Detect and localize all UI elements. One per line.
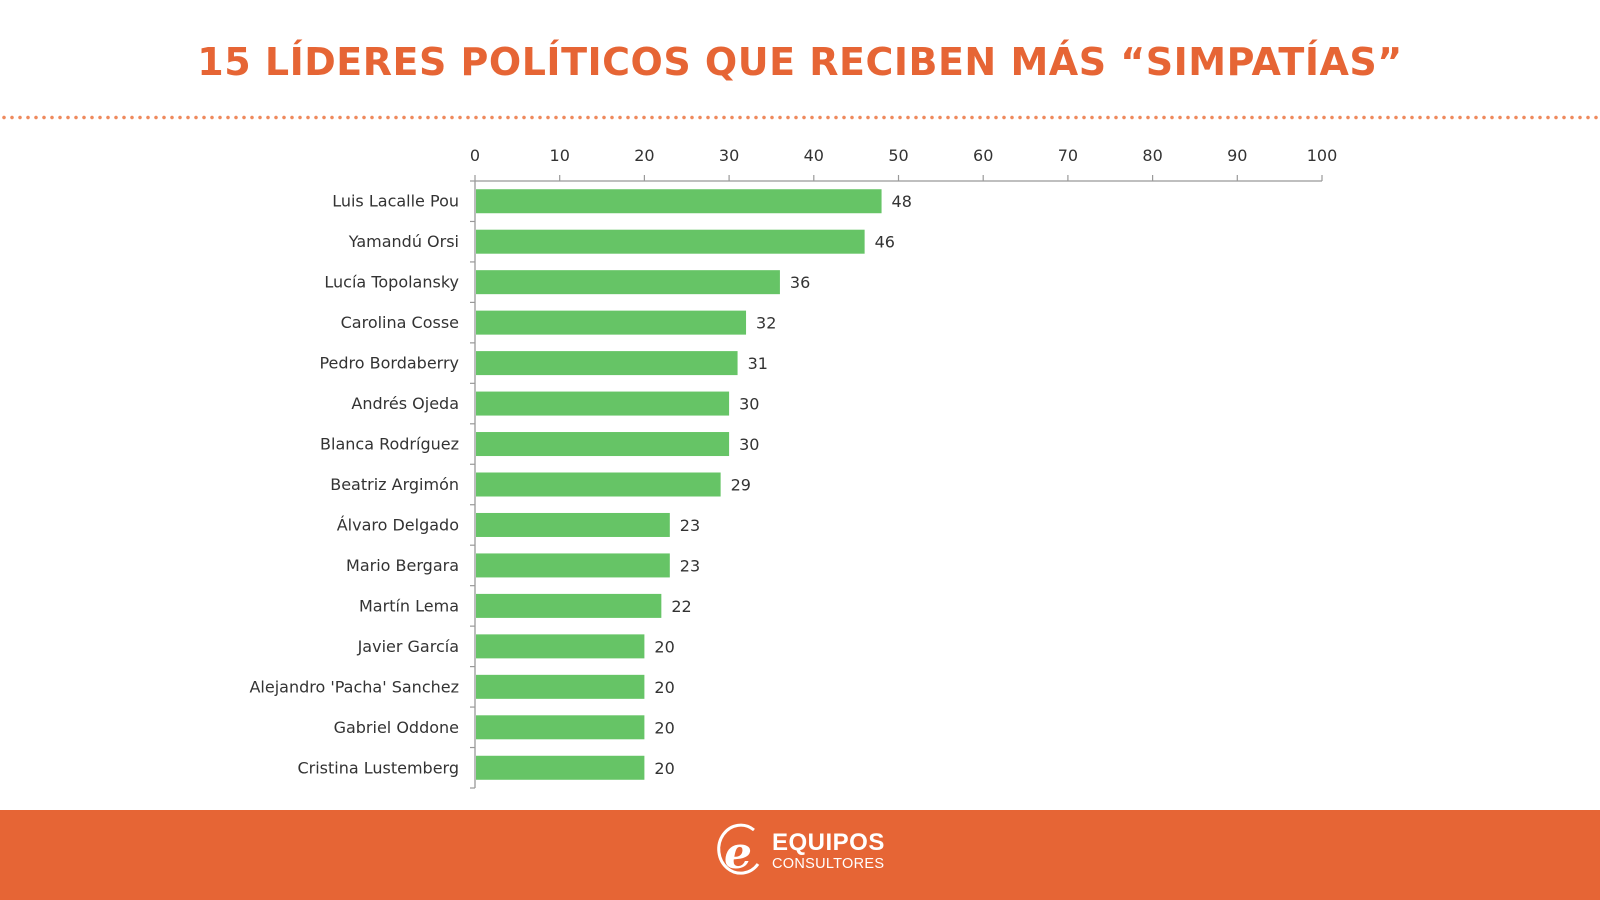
x-tick-label: 60	[973, 146, 993, 165]
bar	[476, 391, 730, 416]
data-label: 30	[739, 435, 759, 454]
x-tick-label: 20	[634, 146, 654, 165]
footer-bar	[0, 810, 1600, 900]
brand-name: EQUIPOS	[772, 828, 885, 856]
category-label: Gabriel Oddone	[334, 718, 459, 737]
data-label: 29	[731, 476, 751, 495]
x-tick-label: 80	[1142, 146, 1162, 165]
bar	[476, 593, 662, 618]
brand-logo: e EQUIPOS CONSULTORES	[714, 822, 885, 880]
x-tick-label: 40	[804, 146, 824, 165]
bar-chart: 0 10 20 30 40 50 60 70 80 90 100 Luis Lacalle Pou Y…	[249, 146, 1338, 789]
bar	[476, 472, 721, 497]
x-tick-label: 10	[550, 146, 570, 165]
category-label: Martín Lema	[359, 596, 459, 615]
x-tick-label: 50	[888, 146, 908, 165]
data-label: 20	[654, 759, 674, 778]
data-label: 23	[680, 516, 700, 535]
x-tick-label: 90	[1227, 146, 1247, 165]
logo-e-icon: e	[714, 822, 762, 880]
x-tick-label: 70	[1058, 146, 1078, 165]
category-label: Carolina Cosse	[341, 313, 459, 332]
x-tick-label: 100	[1307, 146, 1338, 165]
bar	[476, 229, 865, 254]
data-label: 22	[671, 597, 691, 616]
data-label: 32	[756, 314, 776, 333]
bar	[476, 512, 670, 537]
bar	[476, 351, 738, 376]
category-label: Pedro Bordaberry	[319, 354, 459, 373]
category-label: Blanca Rodríguez	[320, 435, 459, 454]
logo-letter: e	[724, 828, 752, 879]
category-label: Mario Bergara	[346, 556, 459, 575]
bar	[476, 189, 882, 214]
y-axis: Luis Lacalle Pou Yamandú Orsi Lucía Topola…	[249, 180, 476, 789]
bar	[476, 674, 645, 699]
bars: 48 46 36 32 31 30 30 29 23 23 22 20 20 20 20	[476, 189, 912, 780]
category-label: Andrés Ojeda	[351, 394, 459, 413]
category-label: Alejandro 'Pacha' Sanchez	[249, 677, 459, 696]
dotted-divider	[0, 115, 1600, 120]
brand-subtitle: CONSULTORES	[772, 855, 885, 872]
data-label: 20	[654, 678, 674, 697]
bar	[476, 553, 670, 578]
data-label: 31	[748, 354, 768, 373]
category-label: Álvaro Delgado	[337, 515, 459, 534]
category-label: Beatriz Argimón	[330, 475, 459, 494]
data-label: 48	[892, 192, 912, 211]
x-axis: 0 10 20 30 40 50 60 70 80 90 100	[470, 146, 1338, 182]
data-label: 20	[654, 718, 674, 737]
bar	[476, 432, 730, 457]
category-label: Yamandú Orsi	[348, 232, 459, 251]
category-label: Javier García	[357, 637, 459, 656]
category-label: Luis Lacalle Pou	[332, 192, 459, 211]
category-label: Cristina Lustemberg	[297, 758, 459, 777]
data-label: 30	[739, 395, 759, 414]
data-label: 46	[875, 233, 895, 252]
chart-title: 15 LÍDERES POLÍTICOS QUE RECIBEN MÁS “SI…	[197, 40, 1403, 84]
bar	[476, 310, 747, 335]
bar	[476, 634, 645, 659]
bar	[476, 755, 645, 780]
bar	[476, 270, 780, 295]
x-tick-label: 30	[719, 146, 739, 165]
data-label: 23	[680, 556, 700, 575]
bar	[476, 715, 645, 740]
data-label: 36	[790, 273, 810, 292]
x-tick-label: 0	[470, 146, 480, 165]
category-label: Lucía Topolansky	[324, 273, 459, 292]
data-label: 20	[654, 637, 674, 656]
